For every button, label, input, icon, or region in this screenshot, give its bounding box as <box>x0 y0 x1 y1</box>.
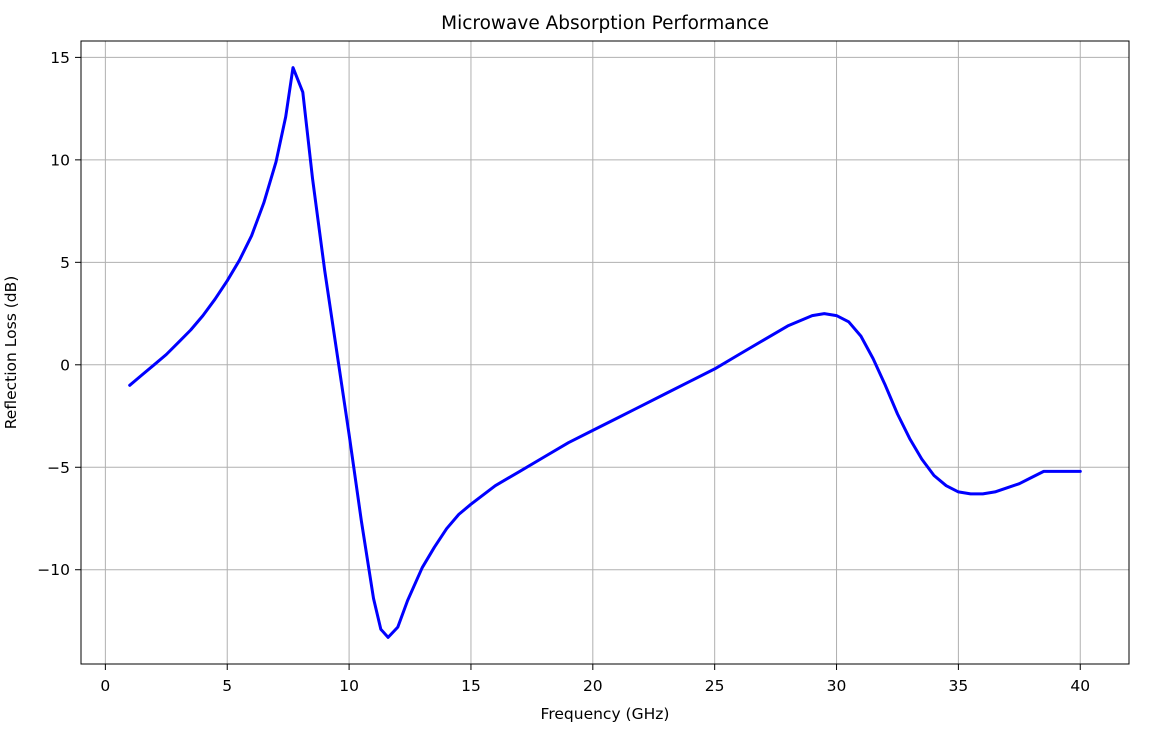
plot-frame <box>80 40 1130 665</box>
x-tick-label: 25 <box>705 677 725 695</box>
y-tick-label: −5 <box>47 459 70 477</box>
x-tick-label: 10 <box>339 677 359 695</box>
chart-title: Microwave Absorption Performance <box>441 13 769 34</box>
series-group <box>128 66 1082 639</box>
y-tick-label: 10 <box>50 151 70 169</box>
y-tick-label: 5 <box>60 254 70 272</box>
series-line <box>128 66 1082 639</box>
x-tick-label: 40 <box>1070 677 1090 695</box>
x-tick-label: 15 <box>461 677 481 695</box>
y-axis-label: Reflection Loss (dB) <box>2 276 20 430</box>
y-tick-label: 0 <box>60 356 70 374</box>
x-axis-label: Frequency (GHz) <box>541 705 670 723</box>
x-tick-label: 30 <box>827 677 847 695</box>
x-tick-label: 35 <box>949 677 969 695</box>
x-tick-label: 20 <box>583 677 603 695</box>
y-tick-label: 15 <box>50 49 70 67</box>
x-tick-label: 0 <box>100 677 110 695</box>
ticks: 0 5 10 15 20 25 30 35 40 −10 −5 0 5 10 15 <box>37 49 1090 695</box>
x-tick-label: 5 <box>222 677 232 695</box>
y-tick-label: −10 <box>37 561 70 579</box>
grid <box>81 41 1129 664</box>
